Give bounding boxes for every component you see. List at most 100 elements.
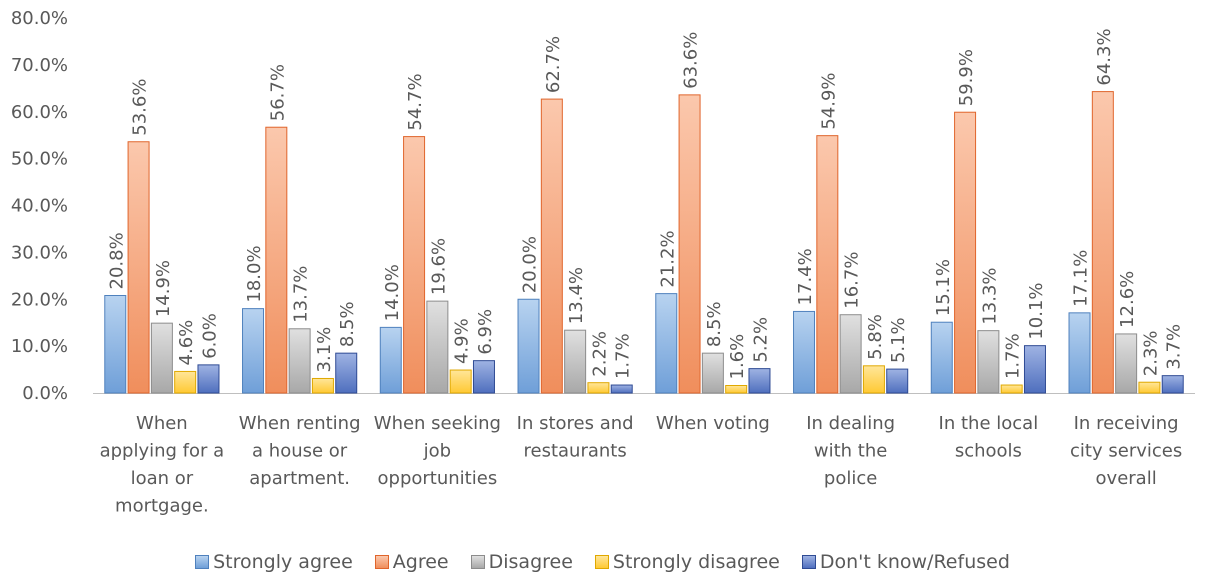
- category-label-line: In dealing: [806, 413, 895, 434]
- data-label: 13.4%: [566, 267, 587, 324]
- bar: [816, 135, 839, 394]
- bar: [701, 352, 724, 394]
- legend-label: Strongly agree: [213, 551, 353, 573]
- data-label: 21.2%: [657, 230, 678, 287]
- category-label: When seeking job opportunities: [374, 413, 501, 489]
- legend-item: Strongly disagree: [594, 551, 780, 573]
- category-label-line: When seeking: [374, 413, 501, 434]
- data-label: 17.1%: [1071, 250, 1092, 307]
- legend-swatch: [594, 555, 609, 569]
- bar: [1115, 333, 1138, 394]
- category-label-line: mortgage.: [115, 496, 209, 517]
- category-label: When voting: [656, 413, 770, 434]
- data-label: 1.7%: [1003, 333, 1024, 379]
- bar: [886, 368, 909, 394]
- bar: [610, 384, 633, 394]
- legend-label: Strongly disagree: [612, 551, 780, 573]
- data-label: 13.3%: [979, 267, 1000, 324]
- category-label-line: schools: [955, 441, 1022, 462]
- category-label: In stores and restaurants: [517, 413, 634, 462]
- y-tick-label: 50.0%: [11, 149, 68, 170]
- legend-label: Agree: [392, 551, 449, 573]
- category-label-line: job: [423, 441, 451, 462]
- bar: [1161, 375, 1184, 394]
- category-label-line: When: [136, 413, 188, 434]
- legend-item: Disagree: [470, 551, 573, 573]
- y-tick-label: 60.0%: [11, 102, 68, 123]
- bar: [335, 352, 358, 394]
- data-label: 20.0%: [520, 236, 541, 293]
- bar: [197, 364, 220, 394]
- data-label: 63.6%: [681, 32, 702, 89]
- bar: [1000, 384, 1023, 394]
- legend-label: Disagree: [488, 551, 573, 573]
- legend-item: Don't know/Refused: [801, 551, 1010, 573]
- data-label: 8.5%: [704, 301, 725, 347]
- bar: [725, 385, 748, 394]
- data-label: 12.6%: [1117, 271, 1138, 328]
- data-label: 1.7%: [613, 333, 634, 379]
- category-label-line: applying for a: [100, 441, 225, 462]
- bar: [150, 322, 173, 394]
- bar: [104, 295, 127, 394]
- bar: [1138, 381, 1161, 394]
- y-tick-label: 70.0%: [11, 55, 68, 76]
- data-label: 10.1%: [1026, 282, 1047, 339]
- data-label: 8.5%: [337, 301, 358, 347]
- y-tick-label: 30.0%: [11, 242, 68, 263]
- bar: [127, 141, 150, 394]
- data-label: 5.8%: [865, 314, 886, 360]
- data-label: 62.7%: [543, 36, 564, 93]
- y-tick-label: 10.0%: [11, 336, 68, 357]
- category-label-line: city services: [1070, 441, 1182, 462]
- data-label: 19.6%: [428, 238, 449, 295]
- category-label-line: In stores and: [517, 413, 634, 434]
- bar: [954, 111, 977, 394]
- legend-swatch: [374, 555, 389, 569]
- category-label-line: When renting: [239, 413, 361, 434]
- bar: [403, 136, 426, 394]
- bar: [265, 126, 288, 394]
- data-label: 2.3%: [1140, 330, 1161, 376]
- legend-swatch: [195, 555, 210, 569]
- data-label: 6.9%: [475, 309, 496, 355]
- bar: [839, 314, 862, 394]
- data-label: 3.7%: [1164, 324, 1185, 370]
- data-label: 53.6%: [130, 79, 151, 136]
- category-label-line: In the local: [939, 413, 1039, 434]
- bar-chart: 0.0% 10.0% 20.0% 30.0% 40.0% 50.0% 60.0% 70.0% 8…: [11, 8, 1195, 517]
- data-label: 1.6%: [727, 334, 748, 380]
- category-label-line: a house or: [252, 441, 348, 462]
- bar: [426, 300, 449, 394]
- data-label: 54.7%: [405, 73, 426, 130]
- bar: [587, 382, 610, 394]
- bar: [678, 94, 701, 394]
- data-label: 13.7%: [291, 266, 312, 323]
- legend-swatch: [801, 555, 816, 569]
- category-label: When applying for a loan or mortgage.: [100, 413, 225, 517]
- data-label: 20.8%: [106, 232, 127, 289]
- category-label-line: In receiving: [1074, 413, 1179, 434]
- bar: [930, 321, 953, 394]
- x-axis: When applying for a loan or mortgage. When r…: [93, 393, 1195, 517]
- category-label-line: police: [824, 468, 877, 489]
- data-label: 56.7%: [267, 64, 288, 121]
- bar: [977, 330, 1000, 394]
- y-tick-label: 80.0%: [11, 8, 68, 29]
- data-label: 17.4%: [795, 248, 816, 305]
- bar: [379, 326, 402, 394]
- bar: [517, 298, 540, 394]
- data-label: 6.0%: [199, 313, 220, 359]
- category-label-line: overall: [1096, 468, 1157, 489]
- data-label: 15.1%: [933, 259, 954, 316]
- category-label-line: opportunities: [378, 468, 498, 489]
- bar: [862, 365, 885, 394]
- category-label-line: loan or: [131, 468, 194, 489]
- data-label: 5.1%: [888, 317, 909, 363]
- data-label: 2.2%: [589, 331, 610, 377]
- bar: [564, 329, 587, 394]
- data-label: 18.0%: [244, 245, 265, 302]
- legend-item: Strongly agree: [195, 551, 353, 573]
- data-labels: 20.8%53.6%14.9%4.6% 6.0%18.0%56.7%13.7%3.…: [106, 28, 1184, 379]
- data-label: 4.6%: [176, 320, 197, 366]
